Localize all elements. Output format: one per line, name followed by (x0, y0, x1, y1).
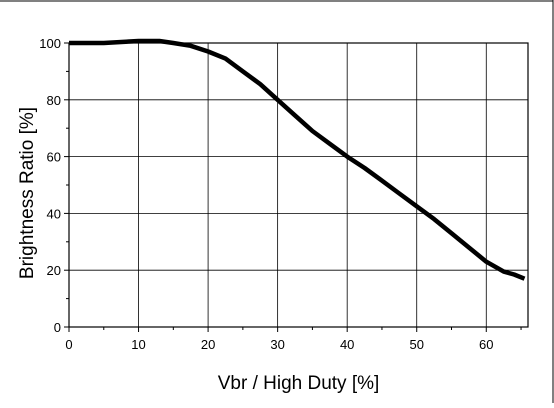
axis-ticks (64, 42, 522, 332)
y-tick-label: 20 (47, 263, 61, 278)
y-tick-label: 100 (39, 36, 61, 51)
x-axis-label: Vbr / High Duty [%] (218, 373, 380, 394)
plot-area (68, 42, 529, 328)
x-tick-label: 30 (270, 337, 284, 352)
x-tick-label: 60 (479, 337, 493, 352)
y-axis-label: Brightness Ratio [%] (17, 107, 38, 279)
y-tick-label: 40 (47, 206, 61, 221)
y-tick-label: 0 (54, 320, 61, 335)
grid-lines (69, 43, 528, 327)
x-tick-label: 0 (65, 337, 72, 352)
series-layer (69, 38, 526, 281)
tick-labels: 0 10 20 30 40 50 60 0 20 40 60 80 100 (39, 36, 493, 352)
y-tick-label: 60 (47, 150, 61, 165)
y-tick-label: 80 (47, 93, 61, 108)
x-tick-label: 20 (201, 337, 215, 352)
x-tick-label: 50 (409, 337, 423, 352)
x-tick-label: 40 (340, 337, 354, 352)
series-line (69, 38, 526, 281)
x-tick-label: 10 (131, 337, 145, 352)
